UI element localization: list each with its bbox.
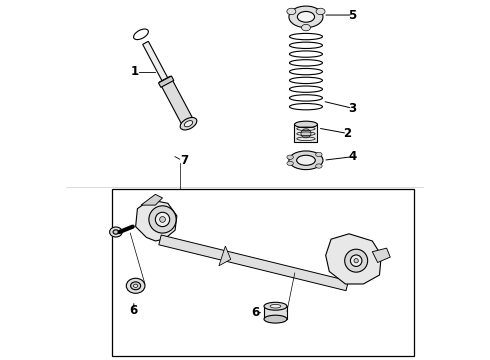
Circle shape (149, 206, 176, 233)
Text: 4: 4 (348, 150, 357, 163)
Text: 7: 7 (180, 154, 188, 167)
Polygon shape (326, 234, 381, 284)
Ellipse shape (301, 129, 311, 138)
Ellipse shape (316, 152, 322, 157)
Text: 6: 6 (130, 304, 138, 317)
Bar (264, 306, 287, 319)
Polygon shape (141, 194, 163, 205)
Circle shape (354, 258, 358, 263)
Ellipse shape (301, 24, 311, 31)
Circle shape (160, 217, 166, 222)
Ellipse shape (294, 121, 318, 128)
Ellipse shape (264, 315, 287, 323)
Polygon shape (159, 76, 194, 127)
Text: 2: 2 (343, 127, 351, 140)
Ellipse shape (126, 278, 145, 293)
Text: 6: 6 (252, 306, 260, 319)
Ellipse shape (316, 164, 322, 168)
Ellipse shape (287, 155, 294, 159)
Ellipse shape (184, 121, 193, 127)
Polygon shape (158, 76, 174, 87)
Ellipse shape (296, 155, 315, 165)
Ellipse shape (133, 284, 138, 287)
Circle shape (344, 249, 368, 272)
Polygon shape (159, 235, 348, 291)
Ellipse shape (110, 227, 122, 237)
Text: 1: 1 (130, 65, 139, 78)
Ellipse shape (131, 282, 141, 290)
Text: 3: 3 (348, 102, 357, 115)
Polygon shape (219, 246, 231, 266)
Ellipse shape (113, 230, 119, 234)
Polygon shape (136, 200, 177, 241)
Ellipse shape (287, 8, 296, 15)
Bar (112, 189, 414, 356)
Ellipse shape (289, 6, 323, 28)
Polygon shape (143, 41, 169, 83)
Ellipse shape (264, 302, 287, 310)
Ellipse shape (287, 161, 294, 166)
Ellipse shape (270, 305, 281, 308)
Ellipse shape (297, 12, 315, 22)
Ellipse shape (316, 8, 325, 15)
Ellipse shape (180, 117, 197, 130)
Circle shape (350, 255, 362, 266)
Circle shape (155, 212, 170, 226)
Ellipse shape (289, 151, 323, 170)
Bar (294, 125, 318, 142)
Text: 5: 5 (348, 9, 357, 22)
Polygon shape (372, 248, 390, 262)
